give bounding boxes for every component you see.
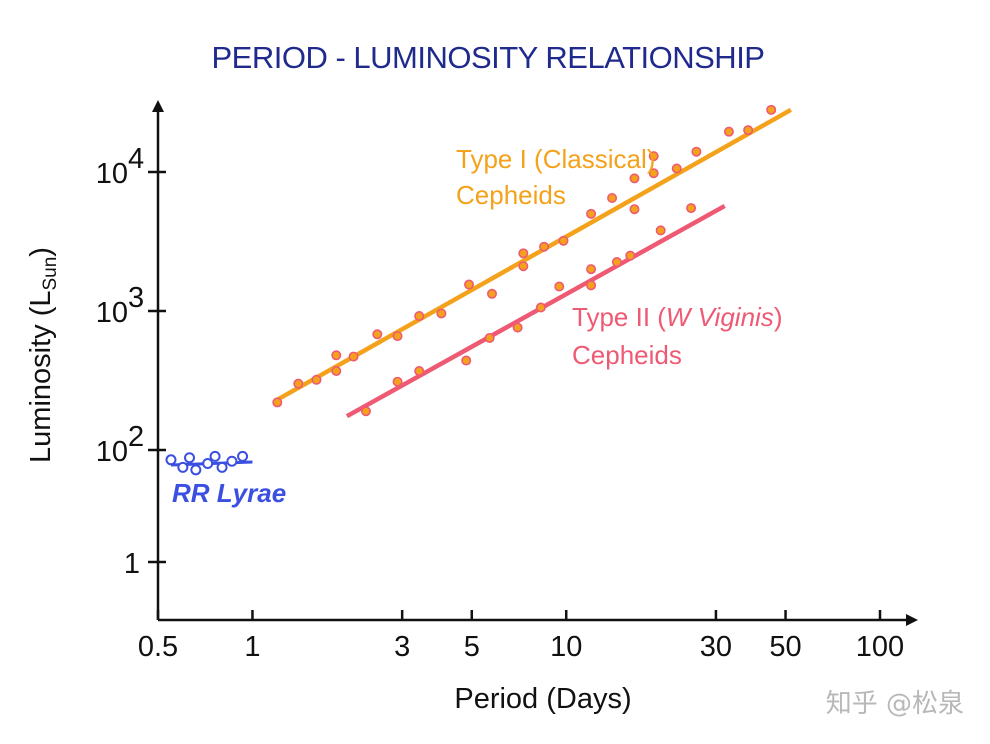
- type2-label-line1: Type II (W Viginis): [572, 302, 782, 332]
- data-point-series-2: [360, 406, 371, 417]
- y-tick-label: 10: [96, 436, 128, 468]
- data-point-series-2: [611, 257, 622, 268]
- type2-label-close: ): [774, 302, 783, 332]
- data-point-series-1: [629, 173, 640, 184]
- y-axis-label-close: ): [25, 247, 57, 257]
- x-tick-label: 1: [244, 631, 260, 663]
- x-tick-label: 50: [769, 631, 801, 663]
- data-point-series-0: [237, 450, 249, 462]
- y-tick-label: 10: [96, 297, 128, 329]
- data-point-series-0: [226, 455, 238, 467]
- data-point-series-1: [436, 308, 447, 319]
- type1-label-line2: Cepheids: [456, 180, 566, 210]
- data-point-series-0: [202, 457, 214, 469]
- x-tick-label: 10: [550, 631, 582, 663]
- x-tick-label: 3: [394, 631, 410, 663]
- y-axis-label-sub: Sun: [40, 257, 61, 291]
- data-point-series-1: [743, 125, 754, 136]
- data-point-series-2: [586, 280, 597, 291]
- y-tick-exponent: 3: [128, 282, 144, 314]
- x-axis-label: Period (Days): [454, 683, 631, 715]
- type2-label-italic: W Viginis: [666, 302, 774, 332]
- data-point-series-2: [392, 376, 403, 387]
- y-tick-label: 1: [124, 548, 140, 580]
- data-point-series-1: [648, 168, 659, 179]
- type2-label-line2: Cepheids: [572, 340, 682, 370]
- watermark: 知乎 @松泉: [826, 689, 964, 719]
- data-point-series-2: [586, 264, 597, 275]
- y-tick-exponent: 2: [128, 421, 144, 453]
- data-point-series-0: [209, 450, 221, 462]
- fit-line-series-1: [276, 107, 792, 402]
- data-point-series-2: [655, 225, 666, 236]
- x-axis-ticks: 0.5 1 3 5 10 30 50 100: [138, 610, 904, 663]
- data-point-series-2: [686, 203, 697, 214]
- data-point-series-1: [331, 350, 342, 361]
- data-point-series-1: [766, 104, 777, 115]
- data-point-series-0: [177, 461, 189, 473]
- data-point-series-2: [512, 322, 523, 333]
- fit-line-series-2: [345, 203, 726, 419]
- data-point-series-0: [183, 452, 195, 464]
- type1-label-line1: Type I (Classical): [456, 144, 655, 174]
- y-tick-exponent: 4: [128, 143, 144, 175]
- data-point-series-2: [625, 250, 636, 261]
- data-point-series-1: [518, 248, 529, 259]
- data-point-series-2: [535, 302, 546, 313]
- chart-title: PERIOD - LUMINOSITY RELATIONSHIP: [211, 40, 764, 75]
- x-tick-label: 5: [464, 631, 480, 663]
- data-point-series-2: [554, 281, 565, 292]
- data-point-series-1: [486, 288, 497, 299]
- data-point-series-1: [691, 146, 702, 157]
- data-point-series-1: [629, 204, 640, 215]
- type2-label-prefix: Type II (: [572, 302, 666, 332]
- data-point-series-1: [648, 151, 659, 162]
- data-point-series-1: [539, 241, 550, 252]
- y-tick-label: 10: [96, 158, 128, 190]
- data-point-series-1: [348, 351, 359, 362]
- data-point-series-1: [518, 261, 529, 272]
- data-point-series-0: [216, 461, 228, 473]
- data-point-series-0: [165, 454, 177, 466]
- data-point-series-0: [190, 464, 202, 476]
- data-point-series-1: [723, 126, 734, 137]
- data-point-series-1: [414, 311, 425, 322]
- data-point-series-2: [461, 355, 472, 366]
- data-point-series-1: [331, 366, 342, 377]
- y-axis-label: Luminosity (LSun): [25, 247, 61, 463]
- data-point-series-1: [464, 279, 475, 290]
- data-point-series-1: [293, 378, 304, 389]
- data-point-series-1: [392, 331, 403, 342]
- data-point-series-1: [558, 235, 569, 246]
- data-point-series-1: [607, 193, 618, 204]
- data-point-series-1: [272, 397, 283, 408]
- x-tick-label: 0.5: [138, 631, 178, 663]
- y-axis-label-main: Luminosity (L: [25, 291, 57, 463]
- data-point-series-1: [671, 163, 682, 174]
- rr-lyrae-label: RR Lyrae: [172, 478, 286, 508]
- data-point-series-2: [484, 332, 495, 343]
- x-tick-label: 100: [856, 631, 904, 663]
- data-point-series-1: [586, 208, 597, 219]
- x-tick-label: 30: [700, 631, 732, 663]
- data-point-series-2: [414, 366, 425, 377]
- data-point-series-1: [372, 329, 383, 340]
- data-point-series-1: [311, 374, 322, 385]
- series-layer: [165, 104, 792, 476]
